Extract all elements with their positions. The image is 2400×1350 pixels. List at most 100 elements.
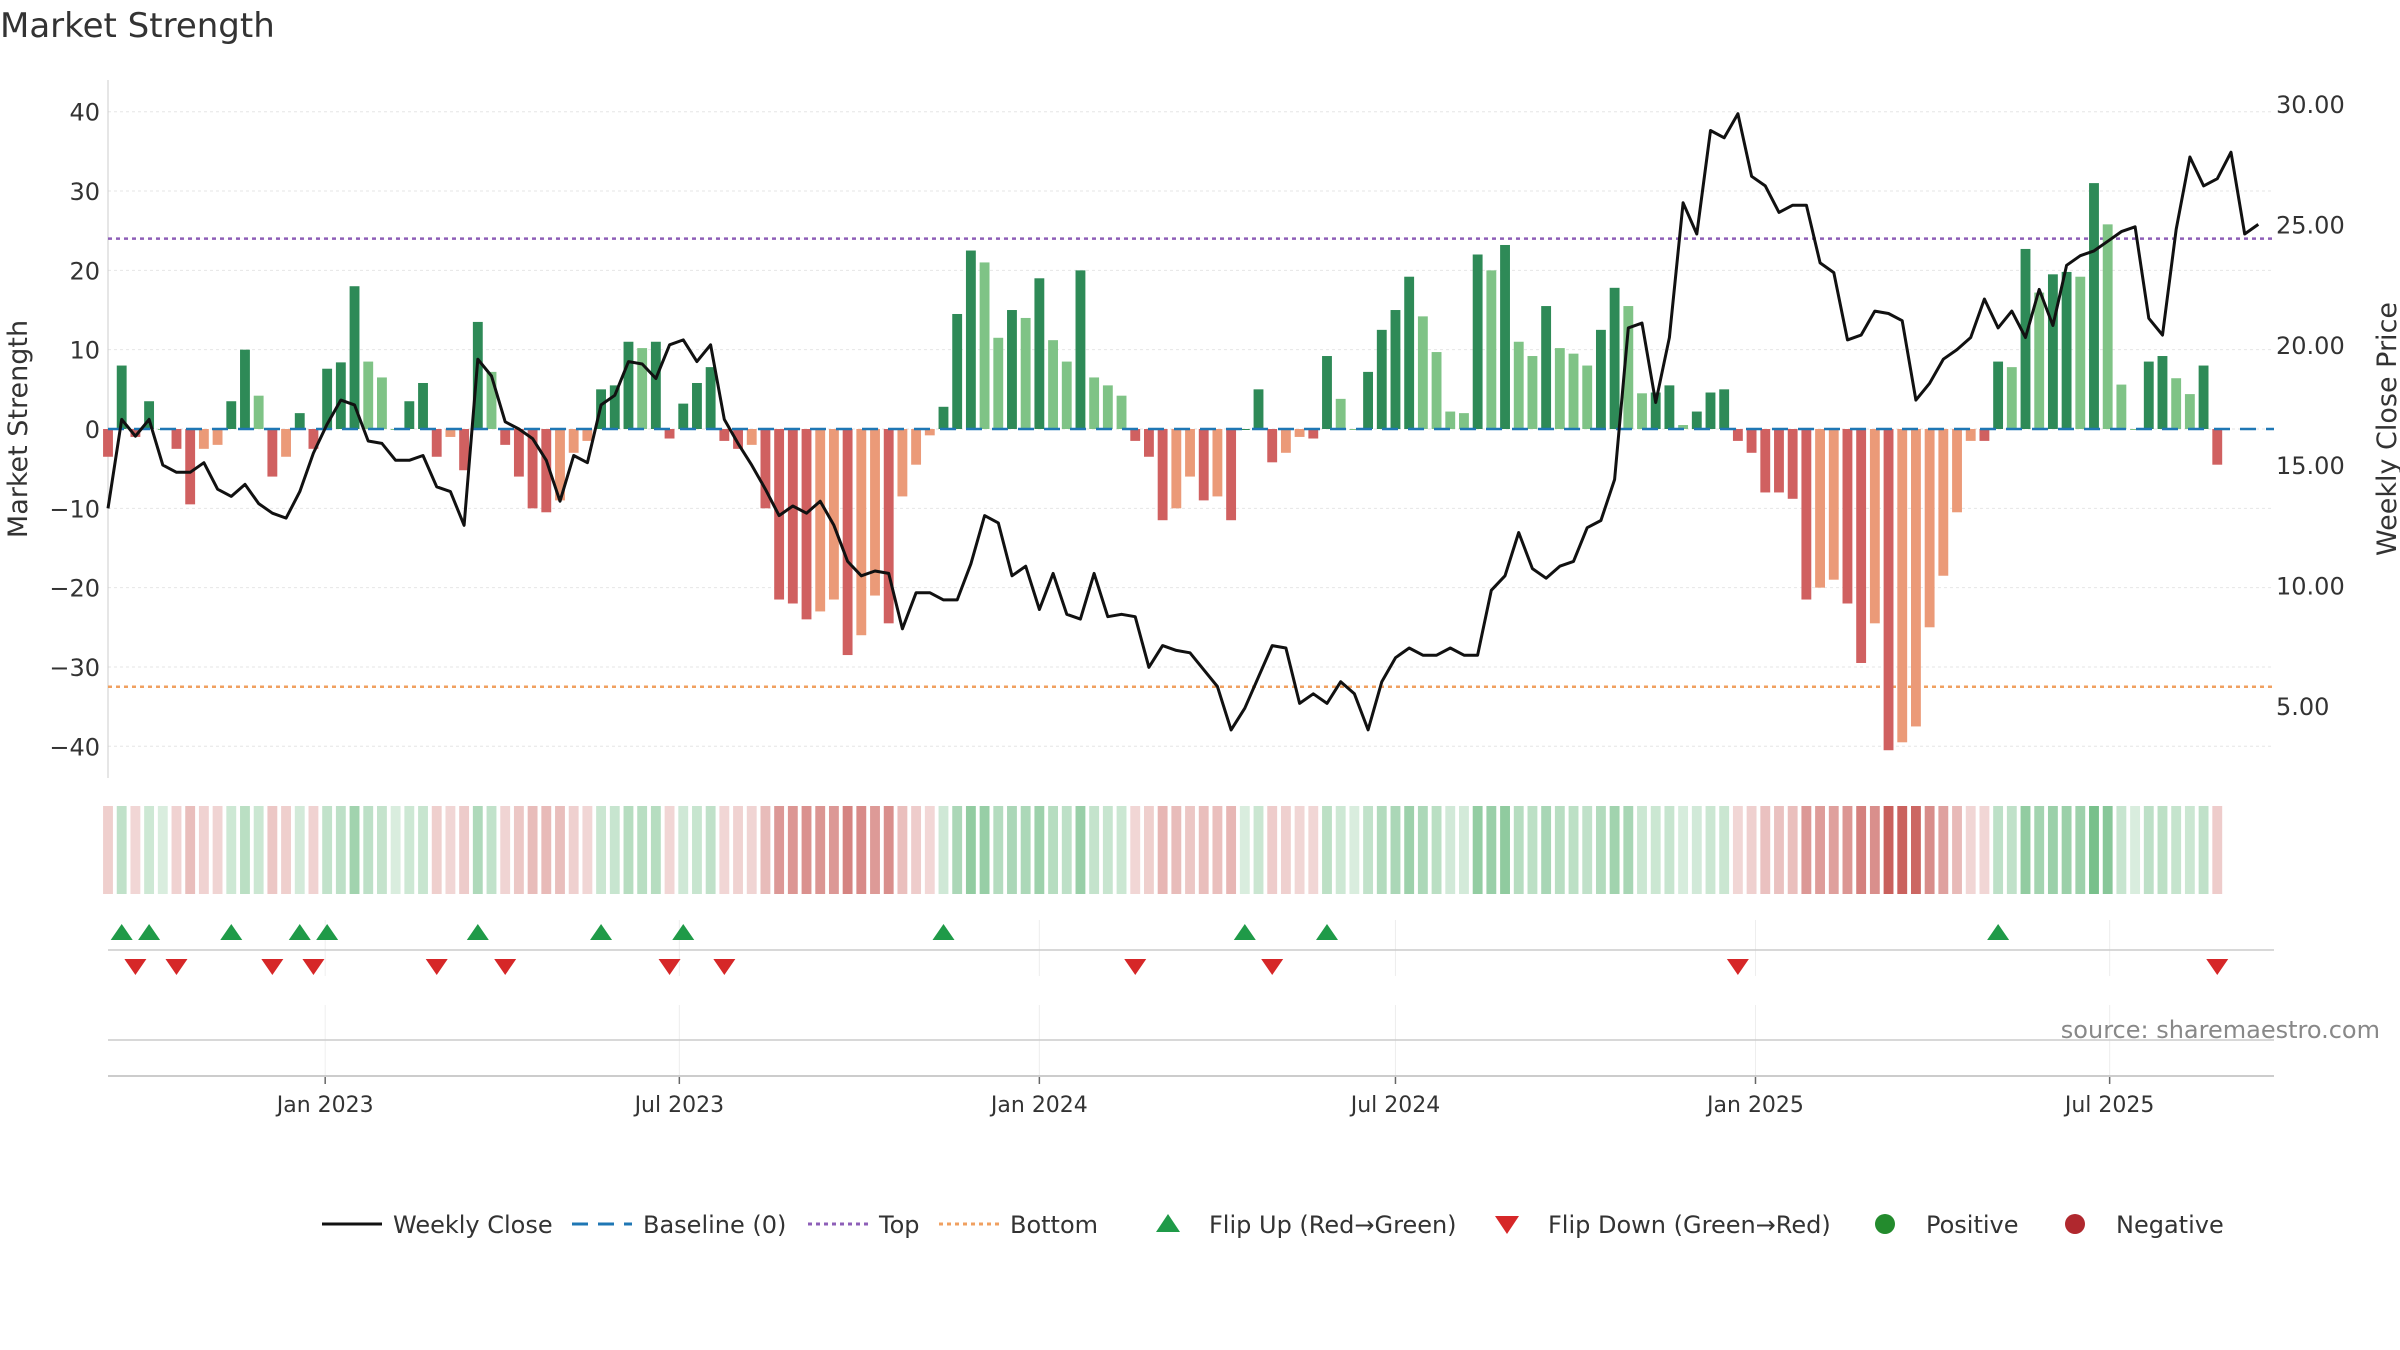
strength-bar	[226, 401, 237, 429]
heat-cell	[1774, 806, 1784, 894]
flip-up-marker	[1233, 924, 1256, 940]
y-left-tick-label: −40	[49, 733, 100, 761]
strength-bar	[1609, 287, 1620, 429]
heat-cell	[1431, 806, 1442, 894]
flip-down-marker	[1261, 959, 1284, 975]
strength-bar	[1623, 306, 1634, 429]
heat-cell	[116, 806, 127, 894]
strength-bar	[1294, 429, 1305, 437]
strength-bar	[459, 429, 470, 471]
heat-cell	[1732, 806, 1743, 894]
legend-label: Flip Down (Green→Red)	[1548, 1211, 1831, 1239]
strength-bar	[555, 429, 565, 501]
strength-bar	[1582, 365, 1593, 429]
heat-cell	[2212, 806, 2223, 894]
heat-cell	[1815, 806, 1825, 894]
heat-cell	[596, 806, 607, 894]
strength-bar	[486, 371, 497, 429]
strength-bar	[1417, 316, 1428, 429]
strength-bar	[1541, 306, 1552, 429]
strength-bar	[1431, 352, 1442, 429]
heat-cell	[226, 806, 237, 894]
heat-cell	[705, 806, 716, 894]
heat-cell	[870, 806, 880, 894]
flip-up-marker	[672, 924, 695, 940]
strength-bar	[1883, 429, 1894, 751]
strength-bar	[1020, 317, 1031, 429]
strength-bar	[842, 429, 853, 656]
chart-legend: Weekly Close Baseline (0) Top Bottom Flip Up…	[322, 1211, 2224, 1239]
strength-bar	[1212, 429, 1223, 497]
strength-bar	[1828, 429, 1839, 580]
heat-cell	[1445, 806, 1456, 894]
strength-bar	[760, 429, 771, 509]
strength-bar	[1144, 429, 1154, 457]
flip-down-marker	[261, 959, 284, 975]
heat-cell	[1582, 806, 1593, 894]
heat-cell	[965, 806, 976, 894]
flip-down-marker	[713, 959, 736, 975]
strength-bar	[2198, 365, 2209, 429]
strength-bar	[1527, 356, 1538, 429]
strength-bar	[404, 401, 415, 429]
heat-cell	[1267, 806, 1278, 894]
heat-cell	[431, 806, 442, 894]
legend-item: Positive	[1875, 1211, 2019, 1239]
strength-bar	[1007, 310, 1017, 429]
heat-cell	[2157, 806, 2168, 894]
y-left-tick-label: 10	[69, 337, 100, 365]
y-right-tick-label: 20.00	[2276, 332, 2345, 360]
strength-bar	[1363, 371, 1374, 429]
heat-cell	[1952, 806, 1962, 894]
strength-bar	[1678, 425, 1689, 429]
heat-cell	[2198, 806, 2209, 894]
y-left-tick-label: −30	[49, 654, 100, 682]
legend-label: Bottom	[1010, 1211, 1098, 1239]
strength-bar	[1924, 429, 1935, 628]
strength-bar	[609, 385, 620, 429]
flip-up-marker	[590, 924, 613, 940]
y-right-tick-label: 30.00	[2276, 91, 2345, 119]
strength-bar	[322, 368, 333, 429]
heat-cell	[1376, 806, 1387, 894]
heat-cell	[897, 806, 908, 894]
strength-bar	[1404, 276, 1415, 429]
heat-cell	[2034, 806, 2045, 894]
legend-item: Flip Down (Green→Red)	[1495, 1211, 1831, 1239]
strength-bar	[2143, 361, 2154, 429]
heat-cell	[2102, 806, 2113, 894]
y-left-tick-label: −10	[49, 495, 100, 523]
heat-cell	[2075, 806, 2086, 894]
heat-cell	[1089, 806, 1100, 894]
heat-cell	[1746, 806, 1757, 894]
heat-cell	[1472, 806, 1483, 894]
heat-cell	[171, 806, 182, 894]
strength-bar	[637, 348, 648, 429]
flip-up-marker	[1987, 924, 2010, 940]
flip-up-marker	[110, 924, 133, 940]
strength-bar	[1390, 310, 1401, 429]
strength-bar	[1349, 429, 1360, 430]
heat-cell	[1116, 806, 1127, 894]
strength-bar	[2130, 429, 2141, 430]
strength-bar	[1842, 429, 1853, 604]
y-left-tick-label: −20	[49, 575, 100, 603]
strength-bar	[1801, 429, 1812, 600]
flip-down-marker	[1124, 959, 1147, 975]
heat-cell	[1308, 806, 1319, 894]
heat-cell	[1212, 806, 1223, 894]
heat-cell	[774, 806, 785, 894]
heat-cell	[650, 806, 661, 894]
heat-cell	[1897, 806, 1908, 894]
strength-bar	[883, 429, 894, 624]
legend-item: Bottom	[939, 1211, 1098, 1239]
y-left-tick-label: 20	[69, 257, 100, 285]
heat-cell	[582, 806, 593, 894]
x-tick-label: Jan 2025	[1705, 1093, 1804, 1118]
heat-cell	[1828, 806, 1839, 894]
y-left-tick-label: 0	[85, 416, 100, 444]
heat-cell	[692, 806, 702, 894]
source-note: source: sharemaestro.com	[2061, 1016, 2380, 1044]
legend-label: Weekly Close	[393, 1211, 553, 1239]
heat-cell	[733, 806, 743, 894]
